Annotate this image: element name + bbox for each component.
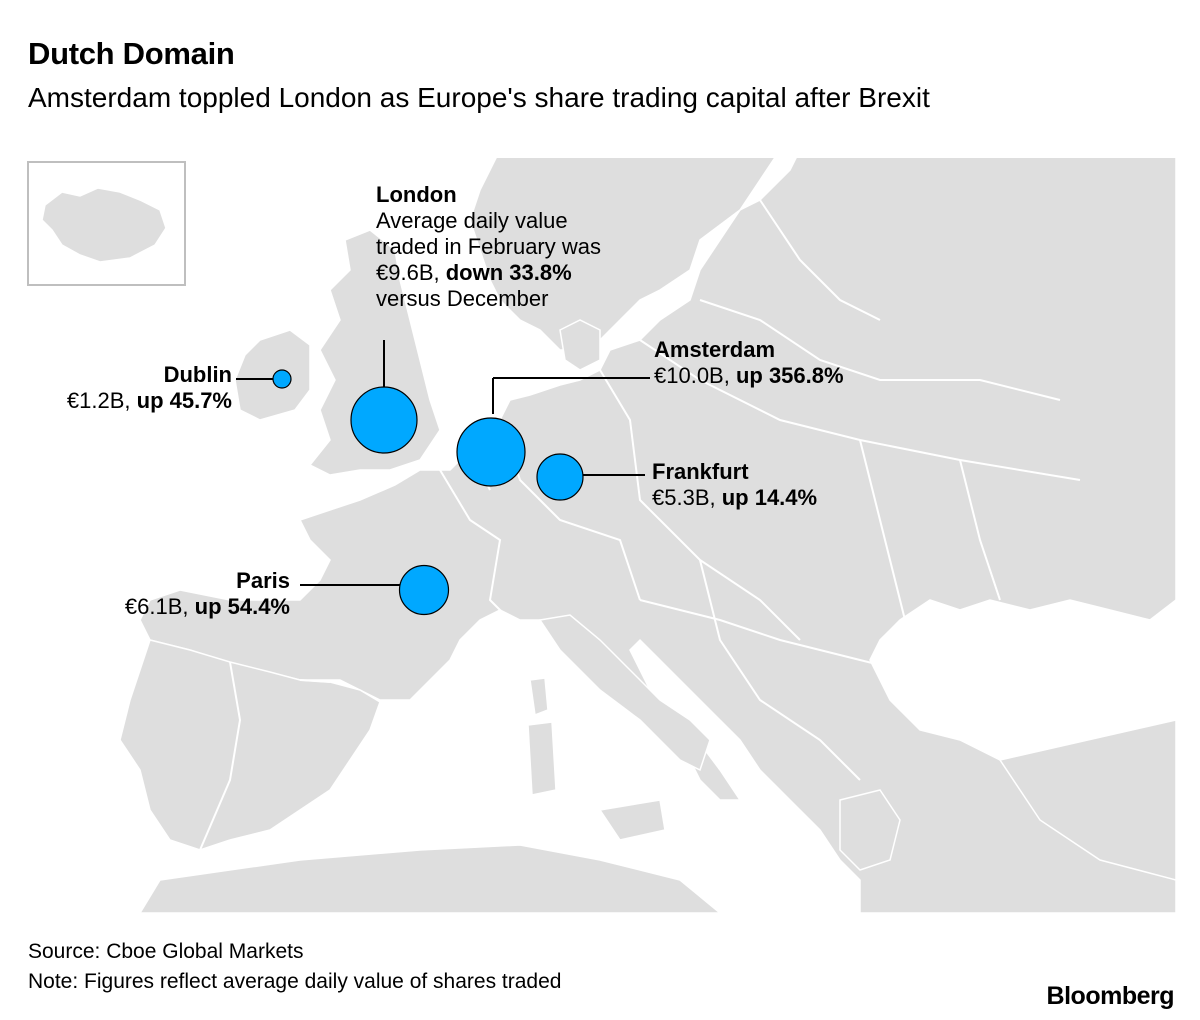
corsica-land xyxy=(529,677,549,717)
label-text: traded in February was xyxy=(376,234,601,259)
label-paris: Paris €6.1B, up 54.4% xyxy=(125,568,290,620)
value-text: €9.6B, xyxy=(376,260,446,285)
city-name: London xyxy=(376,182,457,207)
bubble-frankfurt xyxy=(536,453,584,501)
land-masses xyxy=(119,158,1176,913)
label-text: versus December xyxy=(376,286,549,311)
value-text: €1.2B, xyxy=(66,388,137,413)
country-borders xyxy=(199,199,1081,851)
leader-lines xyxy=(236,340,650,586)
source-note: Source: Cboe Global Markets xyxy=(28,940,304,963)
value-text: €10.0B, xyxy=(654,363,736,388)
greece-land xyxy=(839,789,901,871)
iberia-land xyxy=(119,639,381,851)
denmark-land xyxy=(559,319,601,371)
footnote: Note: Figures reflect average daily valu… xyxy=(28,970,562,993)
city-name: Dublin xyxy=(163,362,232,387)
iceland-inset xyxy=(27,161,186,286)
bubble-dublin xyxy=(272,369,292,389)
iceland-land xyxy=(41,187,167,263)
turkey-land xyxy=(998,719,1176,881)
label-amsterdam: Amsterdam €10.0B, up 356.8% xyxy=(654,337,844,389)
ireland-land xyxy=(234,329,311,421)
change-text: up 54.4% xyxy=(194,594,290,619)
city-name: Paris xyxy=(236,568,290,593)
change-text: down 33.8% xyxy=(445,260,572,285)
label-text: Average daily value xyxy=(376,208,568,233)
label-dublin: Dublin €1.2B, up 45.7% xyxy=(67,362,232,414)
chart-subtitle: Amsterdam toppled London as Europe's sha… xyxy=(28,82,930,113)
change-text: up 14.4% xyxy=(721,485,818,510)
sicily-land xyxy=(598,799,666,841)
change-text: up 356.8% xyxy=(735,363,844,388)
bubbles xyxy=(272,369,584,616)
bubble-london xyxy=(350,386,418,454)
sardinia-land xyxy=(527,721,557,796)
north-africa-land xyxy=(139,844,722,913)
change-text: up 45.7% xyxy=(136,388,232,413)
value-text: €5.3B, xyxy=(652,485,722,510)
city-name: Amsterdam xyxy=(654,337,776,362)
city-name: Frankfurt xyxy=(652,459,749,484)
value-text: €6.1B, xyxy=(124,594,195,619)
label-london: London Average daily value traded in Feb… xyxy=(376,182,601,312)
bloomberg-logo: Bloomberg xyxy=(1046,982,1175,1010)
chart-title: Dutch Domain xyxy=(28,36,235,71)
bubble-amsterdam xyxy=(456,417,526,487)
bubble-paris xyxy=(398,564,450,616)
italy-land xyxy=(538,614,711,772)
label-frankfurt: Frankfurt €5.3B, up 14.4% xyxy=(652,459,817,511)
